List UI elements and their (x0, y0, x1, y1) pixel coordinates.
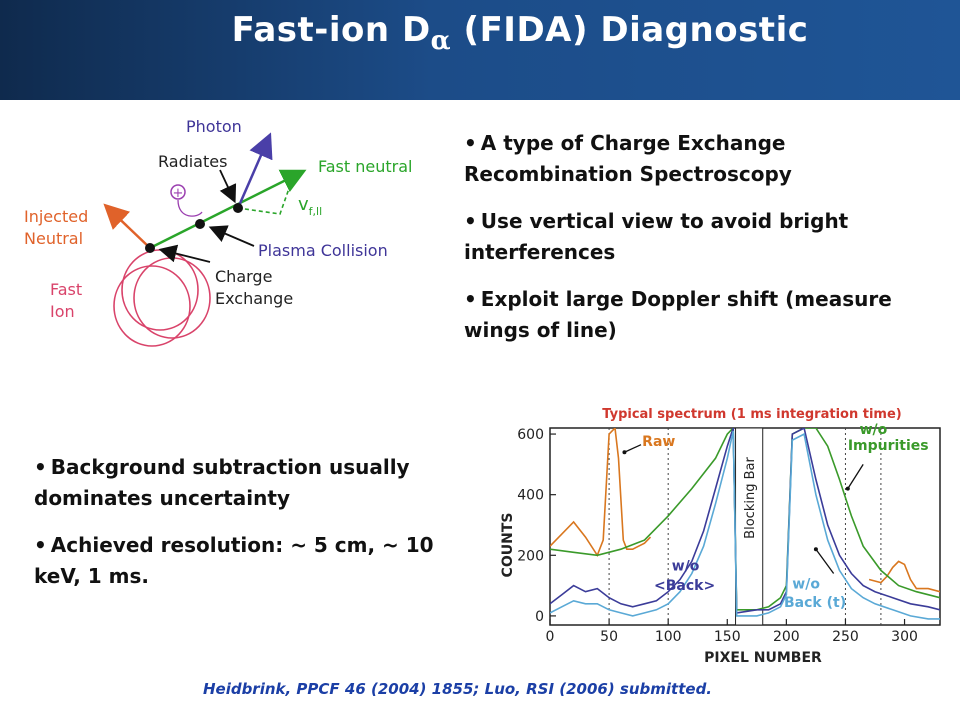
impurities-arrow-head (845, 486, 850, 491)
plasma-collision-label: Plasma Collision (258, 241, 388, 260)
raw-arrow-head (622, 450, 627, 455)
charge-exchange-pointer (158, 244, 211, 263)
bullet-background: • Background subtraction usually dominate… (34, 455, 410, 510)
blocking-bar-label: Blocking Bar (743, 457, 758, 539)
bullet-doppler: • Exploit large Doppler shift (measure wi… (464, 287, 892, 342)
x-tick-label: 150 (714, 629, 741, 645)
x-tick-label: 0 (546, 629, 555, 645)
y-tick-label: 400 (517, 488, 544, 504)
photon-arrow (236, 132, 273, 209)
title-main: Fast-ion D (231, 10, 431, 50)
fast-label: Fast (50, 280, 82, 299)
fast-ion-helix (113, 249, 211, 347)
x-tick-label: 200 (773, 629, 800, 645)
excited-state-circle (170, 184, 186, 200)
back-t-arrow-head (813, 547, 818, 552)
x-axis-label: PIXEL NUMBER (704, 650, 822, 666)
blocking-bar (735, 427, 764, 626)
neutral-label: Neutral (24, 229, 83, 248)
spectrum-chart: Typical spectrum (1 ms integration time)… (500, 407, 941, 666)
annotation-back-1: w/o (672, 558, 700, 574)
x-tick-label: 100 (655, 629, 682, 645)
excited-state-arrow (177, 199, 203, 217)
annotation-impurities-1: w/o (860, 422, 888, 438)
citation: Heidbrink, PPCF 46 (2004) 1855; Luo, RSI… (202, 680, 713, 698)
y-tick-label: 600 (517, 427, 544, 443)
title-rest: (FIDA) Diagnostic (451, 10, 809, 50)
y-tick-label: 0 (535, 609, 544, 625)
velocity-label: vf,ll (298, 194, 322, 218)
series-line-4 (550, 430, 940, 620)
fida-diagram: + Photon Radiates Fast neutral vf,ll Inj… (24, 117, 412, 347)
slide-title: Fast-ion Dα (FIDA) Diagnostic (0, 10, 960, 56)
title-subscript: α (430, 26, 452, 56)
radiates-pointer (219, 169, 237, 204)
series-line-1 (868, 560, 940, 593)
raw-arrow (624, 444, 642, 453)
injected-neutral-arrow (103, 203, 151, 249)
title-bar (0, 0, 960, 100)
y-tick-label: 200 (517, 548, 544, 564)
fast-neutral-label: Fast neutral (318, 157, 412, 176)
annotation-raw: Raw (642, 434, 675, 450)
annotation-back-t-1: w/o (792, 577, 820, 593)
bullet-vertical-view: • Use vertical view to avoid bright inter… (464, 209, 849, 264)
injected-label: Injected (24, 207, 88, 226)
charge-label: Charge (215, 267, 272, 286)
impurities-arrow (847, 464, 864, 489)
annotation-back-2: <Back> (654, 578, 715, 594)
bullet-resolution: • Achieved resolution: ~ 5 cm, ~ 10 keV, … (34, 533, 434, 588)
plus-sign: + (173, 186, 184, 201)
bullet-cers: • A type of Charge Exchange Recombination… (464, 131, 792, 186)
ion-label: Ion (50, 302, 75, 321)
annotation-impurities-2: Impurities (848, 438, 929, 454)
series-line-0 (550, 428, 652, 558)
exchange-label: Exchange (215, 289, 293, 308)
series-line-2 (550, 428, 940, 611)
photon-label: Photon (186, 117, 242, 136)
charge-exchange-point (145, 243, 155, 253)
x-tick-label: 50 (600, 629, 618, 645)
collision-point (195, 219, 205, 229)
annotation-back-t-2: Back (t) (784, 595, 846, 611)
chart-title: Typical spectrum (1 ms integration time) (602, 407, 901, 422)
radiation-point (233, 203, 243, 213)
bullets-bottom: • Background subtraction usually dominate… (34, 452, 474, 608)
radiates-label: Radiates (158, 152, 227, 171)
bullets-top: • A type of Charge Exchange Recombination… (464, 128, 954, 362)
plasma-collision-pointer (208, 225, 255, 247)
fast-neutral-trajectory (149, 169, 307, 250)
x-tick-label: 300 (891, 629, 918, 645)
back-t-arrow (815, 548, 835, 574)
velocity-dashed (237, 179, 293, 215)
x-tick-label: 250 (832, 629, 859, 645)
y-axis-label: COUNTS (500, 513, 516, 578)
